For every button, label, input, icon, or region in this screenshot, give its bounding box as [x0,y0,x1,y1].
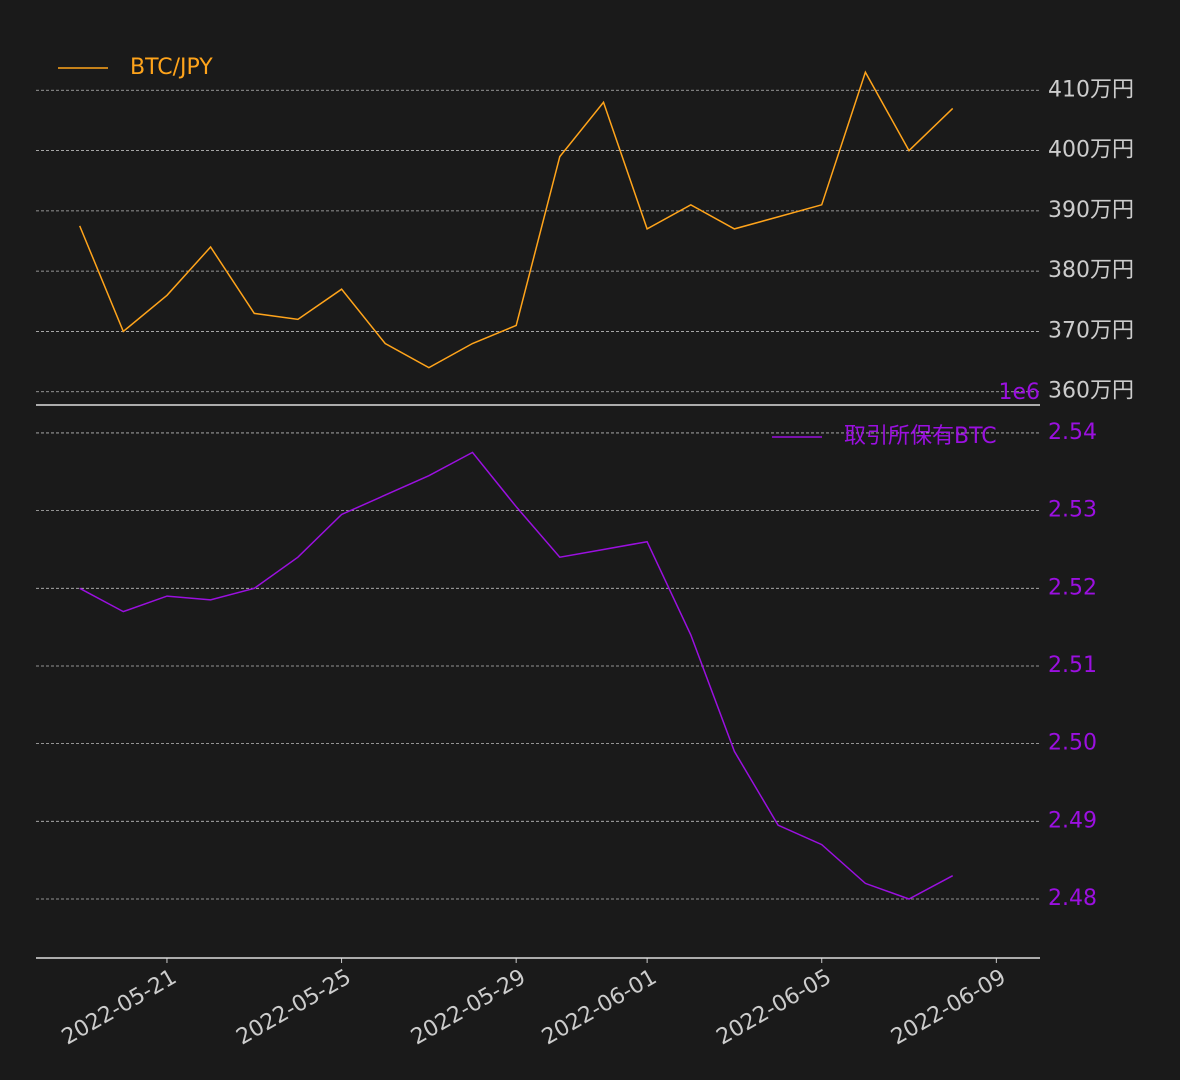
y-tick-label: 2.51 [1048,653,1097,678]
y-tick-label: 370万円 [1048,318,1134,343]
y-tick-label: 360万円 [1048,379,1134,404]
y-tick-label: 2.52 [1048,575,1097,600]
axis-offset-label: 1e6 [998,380,1040,405]
y-tick-label: 2.48 [1048,886,1097,911]
y-tick-label: 410万円 [1048,77,1134,102]
y-tick-label: 390万円 [1048,198,1134,223]
legend-label: BTC/JPY [130,55,213,80]
series-line [79,70,954,369]
y-tick-label: 400万円 [1048,138,1134,163]
y-tick-label: 2.49 [1048,808,1097,833]
y-tick-label: 2.53 [1048,498,1097,523]
legend-label: 取引所保有BTC [844,424,997,449]
series-line [79,451,954,900]
y-tick-label: 380万円 [1048,258,1134,283]
y-tick-label: 2.54 [1048,420,1097,445]
y-tick-label: 2.50 [1048,731,1097,756]
